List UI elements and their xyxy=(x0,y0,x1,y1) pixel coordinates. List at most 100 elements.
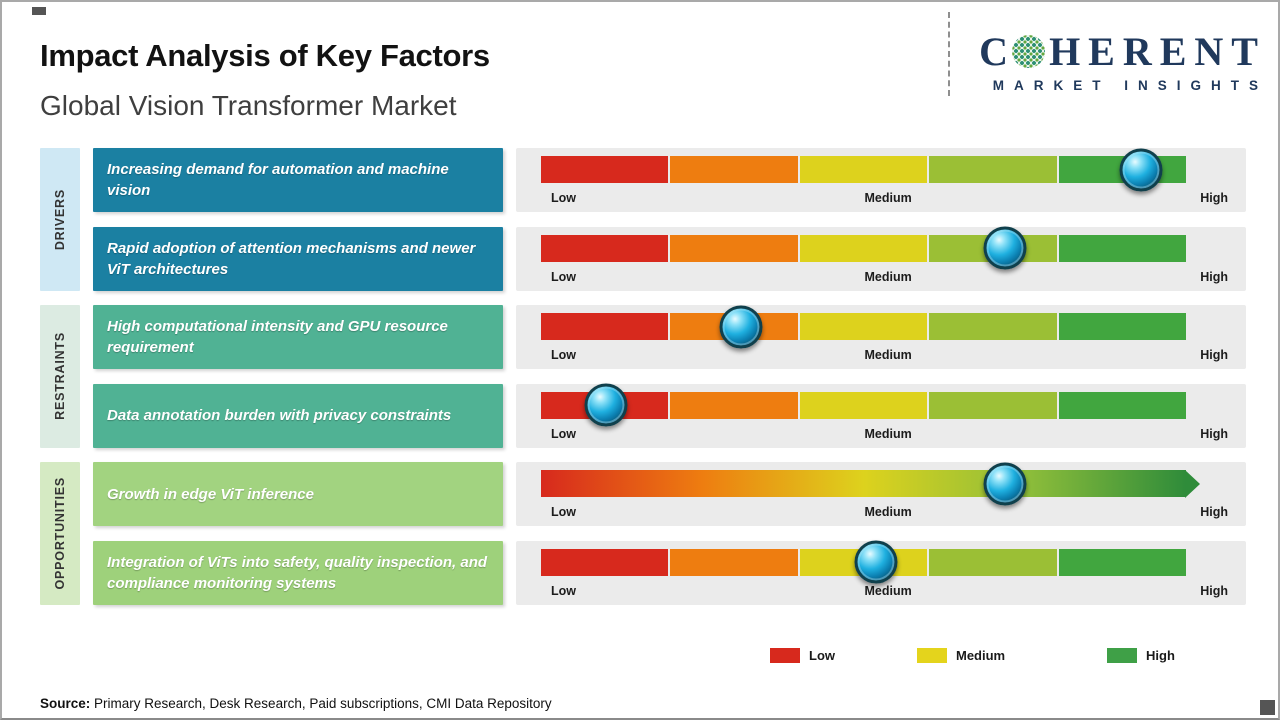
category-label: DRIVERS xyxy=(53,188,67,250)
legend-swatch-low xyxy=(770,648,800,663)
meter-segment-low xyxy=(541,548,669,576)
impact-marker xyxy=(983,226,1027,270)
factor-box: Growth in edge ViT inference xyxy=(93,462,503,526)
impact-meter: Low Medium High xyxy=(516,305,1246,369)
meter-segment-low-mid xyxy=(670,156,798,183)
meter-bar xyxy=(541,226,1187,270)
meter-segment-mid-high xyxy=(929,391,1057,419)
impact-marker xyxy=(584,383,627,427)
impact-meter: Low Medium High xyxy=(516,226,1246,291)
meter-bar xyxy=(541,540,1187,584)
legend-label-high: High xyxy=(1146,648,1175,663)
category-strip-opportunities: OPPORTUNITIES xyxy=(40,462,80,605)
meter-segment-mid xyxy=(799,313,928,340)
meter-segment-mid-high xyxy=(929,156,1057,183)
scale-high-label: High xyxy=(1200,269,1228,284)
impact-marker xyxy=(1119,148,1163,191)
impact-marker xyxy=(719,305,763,348)
scale-labels: Low Medium High xyxy=(551,427,1228,441)
meter-segment-mid-high xyxy=(929,548,1057,576)
factor-label: Rapid adoption of attention mechanisms a… xyxy=(107,239,476,278)
meter-bar xyxy=(541,462,1200,505)
meter-bar xyxy=(541,148,1187,191)
scale-high-label: High xyxy=(1200,348,1228,362)
category-strip-drivers: DRIVERS xyxy=(40,148,80,291)
scale-low-label: Low xyxy=(551,505,576,519)
meter-bar xyxy=(541,383,1187,427)
meter-segment-mid xyxy=(799,234,928,262)
legend-swatch-medium xyxy=(917,648,947,663)
legend-label-medium: Medium xyxy=(956,648,1006,663)
logo-letter-c: C xyxy=(979,29,1017,74)
top-left-accent xyxy=(32,7,46,15)
scale-medium-label: Medium xyxy=(864,505,912,519)
bottom-right-accent xyxy=(1260,700,1275,715)
scale-low-label: Low xyxy=(551,583,576,598)
factor-box: High computational intensity and GPU res… xyxy=(93,305,503,369)
meter-segment-low-mid xyxy=(670,391,798,419)
legend-swatch-high xyxy=(1107,648,1137,663)
source-text: Primary Research, Desk Research, Paid su… xyxy=(90,696,552,711)
factor-label: Increasing demand for automation and mac… xyxy=(107,161,449,199)
impact-meter: Low Medium High xyxy=(516,148,1246,212)
meter-segment-low xyxy=(541,234,669,262)
scale-labels: Low Medium High xyxy=(551,584,1228,598)
scale-low-label: Low xyxy=(551,191,576,205)
meter-bar xyxy=(541,305,1187,348)
scale-high-label: High xyxy=(1200,191,1228,205)
scale-medium-label: Medium xyxy=(864,348,912,362)
legend-item-high: High xyxy=(1107,648,1175,663)
scale-low-label: Low xyxy=(551,269,576,284)
meter-segment-low-mid xyxy=(670,548,798,576)
source-line: Source: Primary Research, Desk Research,… xyxy=(40,696,552,711)
globe-icon xyxy=(1012,35,1046,68)
scale-low-label: Low xyxy=(551,348,576,362)
page-title: Impact Analysis of Key Factors xyxy=(40,38,490,73)
meter-segment-mid-high xyxy=(929,313,1057,340)
logo-divider xyxy=(948,12,950,96)
meter-segment-low xyxy=(541,313,669,340)
scale-labels: Low Medium High xyxy=(551,191,1228,205)
page-subtitle: Global Vision Transformer Market xyxy=(40,90,457,121)
scale-low-label: Low xyxy=(551,426,576,441)
scale-medium-label: Medium xyxy=(864,269,912,284)
meter-segment-high xyxy=(1058,548,1187,576)
scale-high-label: High xyxy=(1200,426,1228,441)
logo-letters-rest: HERENT xyxy=(1049,29,1266,74)
impact-marker xyxy=(983,462,1027,505)
scale-labels: Low Medium High xyxy=(551,270,1228,284)
meter-segment-high xyxy=(1058,234,1187,262)
meter-arrow-tip xyxy=(1185,469,1200,498)
scale-high-label: High xyxy=(1200,583,1228,598)
factor-box: Integration of ViTs into safety, quality… xyxy=(93,540,503,605)
scale-high-label: High xyxy=(1200,505,1228,519)
impact-rows: DRIVERS RESTRAINTS OPPORTUNITIES Increas… xyxy=(40,148,1246,605)
impact-meter: Low Medium High xyxy=(516,462,1246,526)
scale-medium-label: Medium xyxy=(864,583,912,598)
logo-tagline: MARKET INSIGHTS xyxy=(992,78,1268,93)
factor-box: Increasing demand for automation and mac… xyxy=(93,148,503,212)
category-label: OPPORTUNITIES xyxy=(53,477,67,590)
factor-label: High computational intensity and GPU res… xyxy=(107,318,448,356)
meter-segment-low xyxy=(541,156,669,183)
category-strip-restraints: RESTRAINTS xyxy=(40,305,80,448)
meter-segment-mid xyxy=(799,391,928,419)
scale-medium-label: Medium xyxy=(864,191,912,205)
impact-marker xyxy=(854,540,898,584)
legend-item-low: Low xyxy=(770,648,835,663)
meter-segment-mid xyxy=(799,156,928,183)
factor-box: Data annotation burden with privacy cons… xyxy=(93,383,503,448)
impact-meter: Low Medium High xyxy=(516,383,1246,448)
factor-label: Data annotation burden with privacy cons… xyxy=(107,407,452,424)
meter-segment-high xyxy=(1058,313,1187,340)
coherent-logo: C HERENT MARKET INSIGHTS xyxy=(958,32,1258,94)
source-label: Source: xyxy=(40,696,91,711)
legend-label-low: Low xyxy=(809,648,835,663)
logo-wordmark: C HERENT xyxy=(958,32,1266,72)
factor-label: Integration of ViTs into safety, quality… xyxy=(107,553,488,592)
factor-label: Growth in edge ViT inference xyxy=(107,485,314,503)
meter-segment-low-mid xyxy=(670,234,798,262)
impact-meter: Low Medium High xyxy=(516,540,1246,605)
meter-segment-high xyxy=(1058,391,1187,419)
legend-item-medium: Medium xyxy=(917,648,1005,663)
